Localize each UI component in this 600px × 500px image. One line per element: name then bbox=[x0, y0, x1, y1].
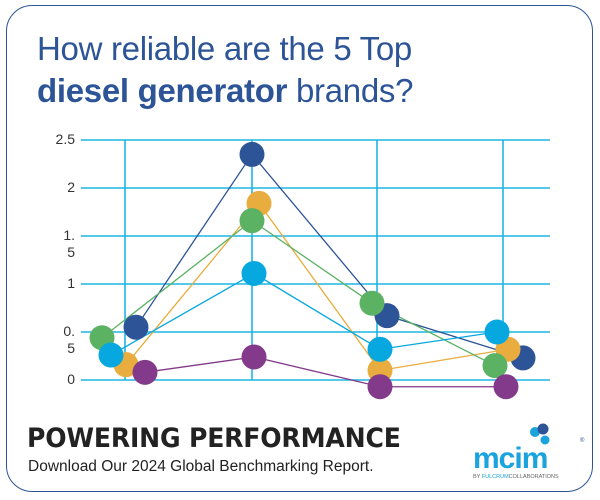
page-title: How reliable are the 5 Top diesel genera… bbox=[37, 28, 413, 112]
series-line bbox=[135, 153, 524, 359]
series-line bbox=[125, 202, 509, 372]
series-line bbox=[144, 356, 506, 388]
data-point bbox=[98, 342, 124, 368]
series-line bbox=[101, 219, 496, 367]
data-point bbox=[359, 290, 385, 316]
footer-subtext[interactable]: Download Our 2024 Global Benchmarking Re… bbox=[28, 458, 374, 475]
chart-points bbox=[89, 141, 536, 400]
y-tick-label: 2.5 bbox=[55, 131, 75, 147]
logo-bubble-mid bbox=[540, 435, 550, 445]
title-bold: diesel generator bbox=[37, 72, 288, 109]
title-rest: brands? bbox=[287, 72, 414, 109]
data-point bbox=[241, 344, 267, 370]
y-tick-label: 1 bbox=[67, 275, 75, 291]
data-point bbox=[239, 208, 265, 234]
data-point bbox=[132, 359, 158, 385]
y-tick-label: 0. 5 bbox=[63, 323, 75, 356]
line-chart bbox=[81, 139, 550, 400]
card-frame bbox=[6, 5, 593, 492]
logo-bubble-dark bbox=[537, 423, 549, 435]
data-point bbox=[367, 374, 393, 400]
series-line bbox=[110, 272, 498, 356]
data-point bbox=[123, 314, 149, 340]
data-point bbox=[239, 141, 265, 167]
data-point bbox=[241, 260, 267, 286]
mcim-logo[interactable]: mcim ® BY FULCRUMCOLLABORATIONS bbox=[470, 420, 590, 482]
chart-lines bbox=[101, 153, 524, 388]
data-point bbox=[493, 374, 519, 400]
logo-wordmark: mcim bbox=[473, 442, 547, 475]
y-tick-label: 1. 5 bbox=[63, 227, 75, 260]
data-point bbox=[484, 319, 510, 345]
footer-headline: POWERING PERFORMANCE bbox=[27, 423, 401, 454]
data-point bbox=[367, 336, 393, 362]
title-line-2: diesel generator brands? bbox=[37, 70, 413, 112]
logo-registered-mark: ® bbox=[580, 437, 585, 444]
logo-tagline: BY FULCRUMCOLLABORATIONS bbox=[473, 474, 559, 480]
title-line-1: How reliable are the 5 Top bbox=[37, 30, 412, 67]
data-point bbox=[482, 353, 508, 379]
y-tick-label: 2 bbox=[67, 179, 75, 195]
logo-bubble-light bbox=[530, 427, 540, 437]
y-tick-label: 0 bbox=[67, 371, 75, 387]
